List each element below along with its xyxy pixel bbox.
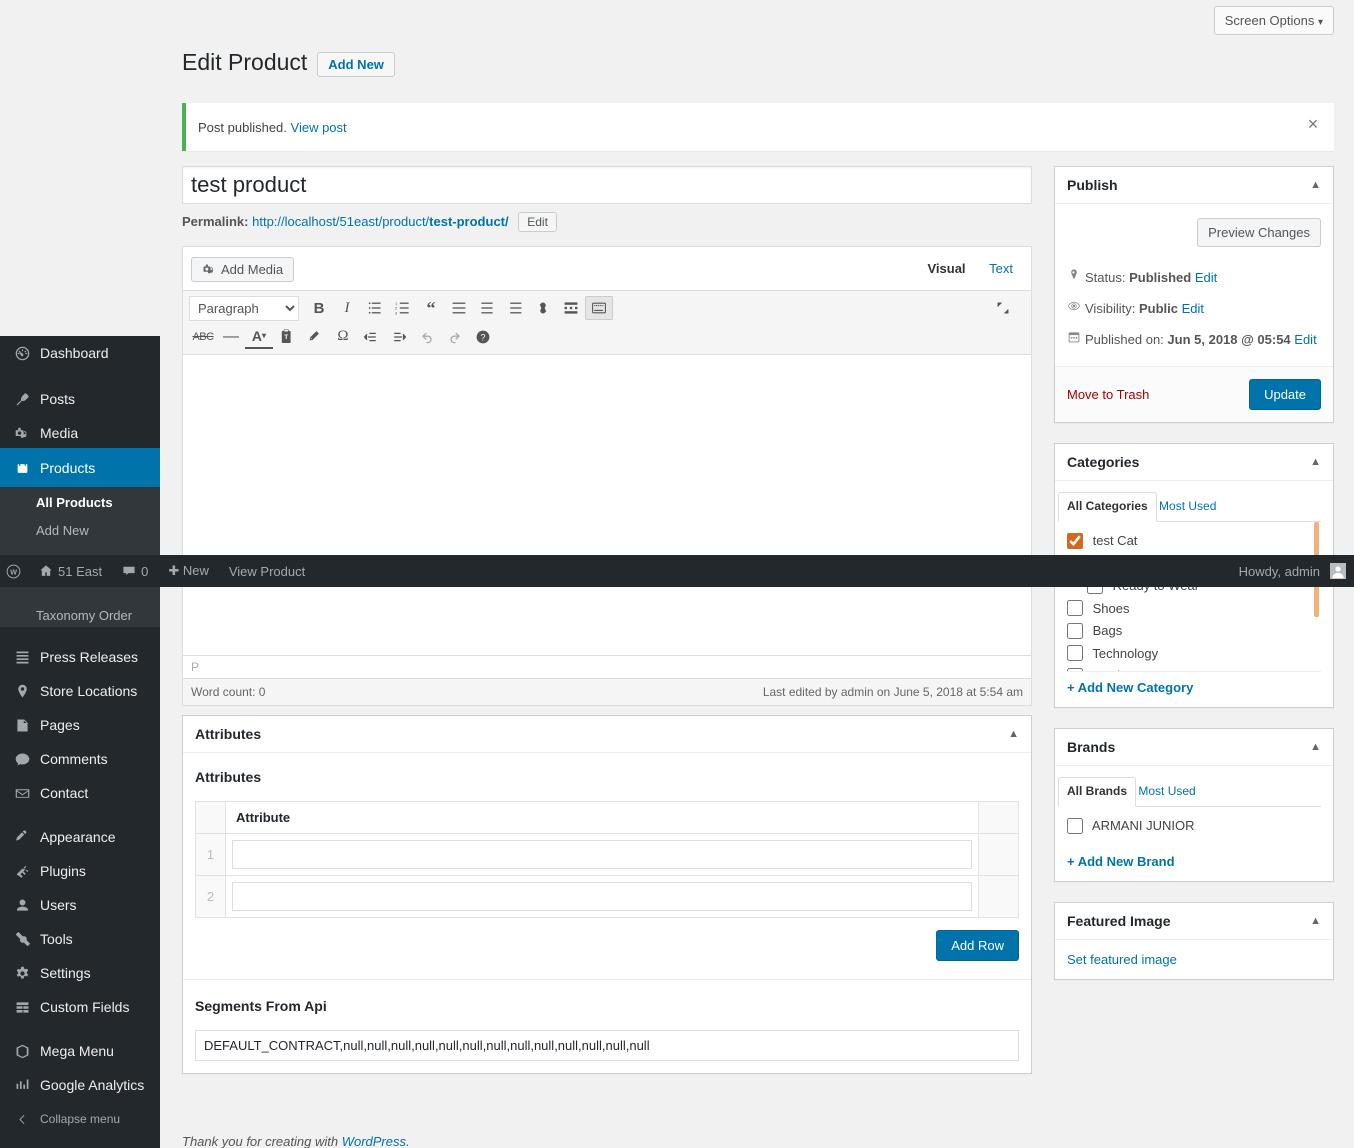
svg-text:T: T [284,334,288,341]
svg-text:?: ? [481,332,486,342]
svg-text:3: 3 [395,310,398,315]
svg-text:W: W [10,568,17,576]
